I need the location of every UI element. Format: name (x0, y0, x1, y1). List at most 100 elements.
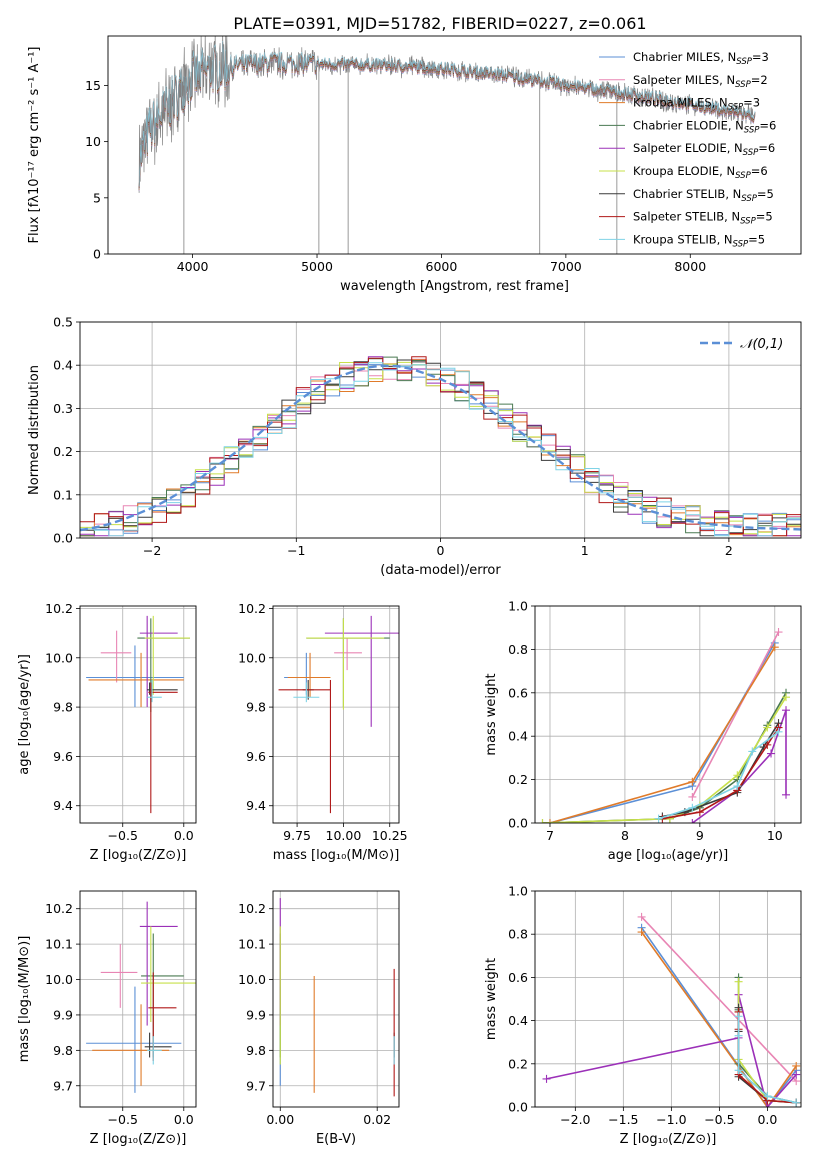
y-tick-label: 10.1 (45, 937, 73, 952)
y-axis-label: age [log₁₀(age/yr)] (17, 654, 32, 775)
mass-weight-marker (763, 723, 772, 732)
y-tick-label: 0.2 (508, 1056, 528, 1071)
x-axis-label: wavelength [Angstrom, rest frame] (340, 279, 569, 294)
mass-weight-marker (538, 819, 547, 823)
panel-mass_vs_Z: −0.5 0.0 9.7 9.8 9.9 10.0 10.1 10.2 Z [log₁₀(Z/Z… (17, 890, 197, 1147)
y-axis-label: mass weight (484, 673, 499, 755)
errorbar-point (287, 652, 331, 698)
errorbar-point (139, 901, 178, 1026)
mass-weight-line (691, 709, 787, 823)
mass-weight-marker (767, 749, 776, 758)
residual-histogram (80, 359, 801, 537)
legend-label: Kroupa STELIB, NSSP=5 (633, 232, 765, 249)
mass-weight-marker (542, 1074, 551, 1083)
errorbar-point (278, 679, 331, 814)
mass-weight-line (542, 696, 787, 823)
x-tick-label: 1 (581, 543, 589, 558)
y-tick-label: 0.2 (508, 772, 528, 787)
normal-curve (80, 364, 801, 532)
y-tick-label: 10.1 (238, 937, 266, 952)
mass-weight-marker (782, 693, 791, 702)
model-spectrum (138, 41, 756, 187)
mass-weight-marker (782, 706, 791, 715)
y-tick-label: 9.8 (53, 700, 73, 715)
y-tick-label: 0.0 (53, 531, 73, 546)
x-axis-label: E(B-V) (316, 1132, 356, 1147)
mass-weight-marker (792, 1070, 801, 1079)
plot-area-mass_vs_EBV (279, 898, 395, 1097)
errorbar-point (324, 615, 399, 727)
mass-weight-line (640, 931, 797, 1107)
panel-mass_vs_EBV: 0.00 0.02 9.7 9.8 9.9 10.0 10.1 10.2 E(B-V) (238, 890, 400, 1147)
x-tick-label: 9 (696, 828, 704, 843)
y-tick-label: 1.0 (508, 599, 528, 614)
mass-weight-marker (734, 1031, 743, 1040)
legend-label: Chabrier ELODIE, NSSP=6 (633, 118, 776, 135)
y-tick-label: 9.4 (53, 798, 73, 813)
mass-weight-marker (748, 747, 757, 756)
errorbar-point (144, 615, 190, 695)
errorbar-point (139, 615, 178, 708)
mass-weight-marker (774, 727, 783, 736)
y-tick-label: 0.8 (508, 927, 528, 942)
x-tick-label: −0.5 (704, 1112, 734, 1127)
plot-area-residuals (80, 356, 801, 537)
x-axis-label: Z [log₁₀(Z/Z⊙)] (90, 848, 187, 863)
y-tick-label: 10.0 (45, 972, 73, 987)
x-tick-label: 6000 (426, 259, 458, 274)
y-tick-label: 9.8 (53, 1043, 73, 1058)
axes-frame (272, 605, 400, 824)
mass-weight-line (549, 642, 776, 823)
y-tick-label: 9.8 (246, 1043, 266, 1058)
axes-frame (534, 890, 802, 1108)
y-tick-label: 9.9 (246, 1007, 266, 1022)
y-tick-label: 9.9 (53, 1007, 73, 1022)
errorbar-point (334, 638, 362, 671)
x-axis-label: Z [log₁₀(Z/Z⊙)] (620, 1132, 717, 1147)
legend-label: Kroupa ELODIE, NSSP=6 (633, 164, 768, 181)
legend-label: Chabrier STELIB, NSSP=5 (633, 187, 774, 204)
y-tick-label: 0.8 (508, 642, 528, 657)
x-axis-label: age [log₁₀(age/yr)] (608, 848, 729, 863)
y-tick-label: 10.2 (238, 901, 266, 916)
mass-weight-marker (734, 977, 743, 986)
x-tick-label: −1.5 (608, 1112, 638, 1127)
y-tick-label: 15 (85, 78, 101, 93)
y-tick-label: 9.6 (246, 749, 266, 764)
mass-weight-marker (545, 819, 554, 823)
y-axis-label: mass weight (484, 958, 499, 1040)
errorbar-point (86, 986, 182, 1093)
plot-area-age_vs_Z (86, 615, 190, 814)
x-tick-label: 9.75 (283, 828, 311, 843)
legend-label: Salpeter MILES, NSSP=2 (633, 73, 768, 90)
mass-weight-marker (782, 790, 791, 799)
panel-age_vs_Z: −0.5 0.0 9.4 9.6 9.8 10.0 10.2 Z [log₁₀(Z/Z⊙)] a… (17, 601, 197, 863)
y-tick-label: 5 (93, 190, 101, 205)
mass-weight-marker (688, 803, 697, 812)
panel-age_vs_mass: 9.75 10.00 10.25 9.4 9.6 9.8 10.0 10.2 mass [log… (238, 601, 407, 863)
mass-weight-marker (688, 792, 697, 801)
legend-label: Kroupa MILES, NSSP=3 (633, 96, 760, 113)
legend: Chabrier MILES, NSSP=3 Salpeter MILES, NS… (599, 50, 776, 249)
mass-weight-line (662, 727, 780, 820)
x-tick-label: −1 (287, 543, 305, 558)
residual-histogram (80, 362, 801, 537)
y-tick-label: 10.0 (238, 650, 266, 665)
errorbar-point (147, 679, 162, 703)
residual-histogram (80, 361, 801, 535)
y-tick-label: 10.2 (45, 901, 73, 916)
axes-frame (79, 321, 802, 539)
x-tick-label: 8 (621, 828, 629, 843)
mass-weight-line (640, 927, 797, 1107)
plot-area-massweight_vs_Z (542, 912, 801, 1107)
x-tick-label: 2 (725, 543, 733, 558)
y-tick-label: 9.7 (246, 1078, 266, 1093)
panel-spectrum: 4000 5000 6000 7000 8000 0 5 10 15 wavelength [An… (27, 35, 802, 294)
mass-weight-line (641, 916, 797, 1082)
y-tick-label: 0.4 (53, 358, 73, 373)
y-tick-label: 0.4 (508, 1013, 528, 1028)
y-axis-label: mass [log₁₀(M/M⊙)] (17, 936, 32, 1063)
x-tick-label: 8000 (674, 259, 706, 274)
y-tick-label: 10 (85, 134, 101, 149)
mass-weight-marker (637, 912, 646, 921)
